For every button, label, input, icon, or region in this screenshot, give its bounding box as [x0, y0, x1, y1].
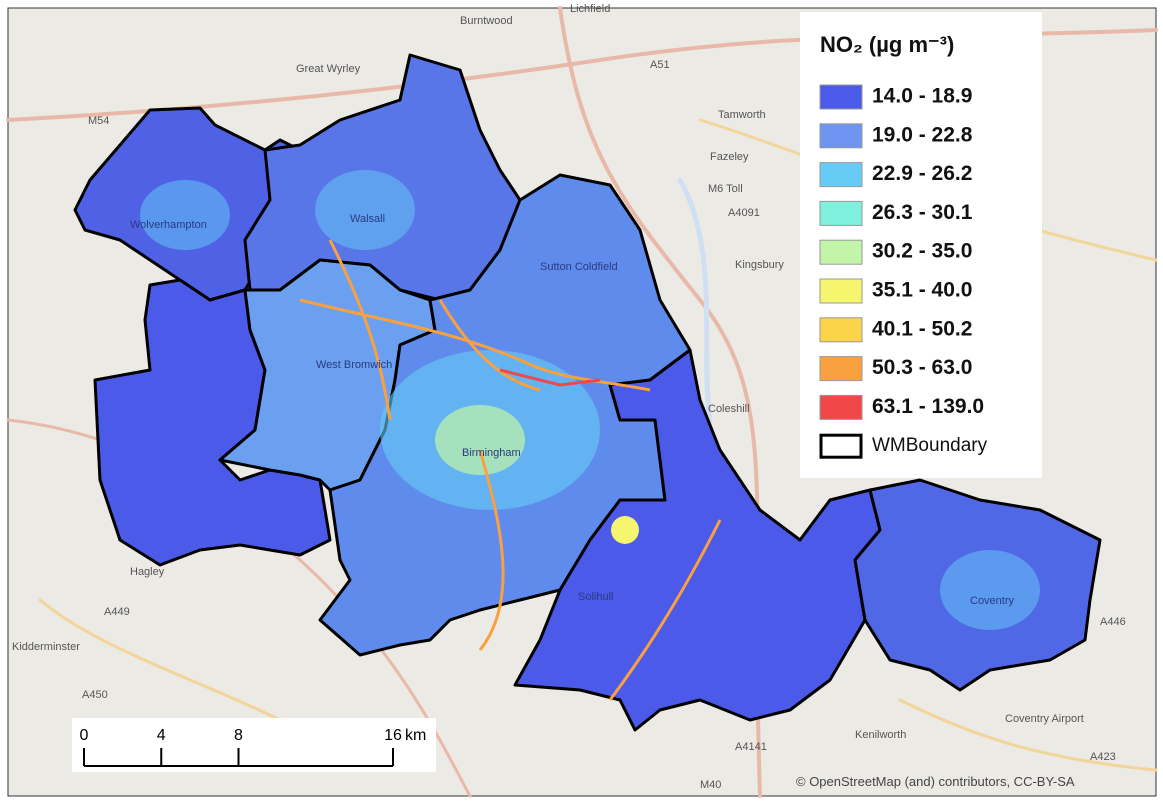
legend-label: 63.1 - 139.0	[872, 395, 984, 418]
place-labels: Burntwood Lichfield Great Wyrley Tamwort…	[12, 3, 1126, 791]
place-label: West Bromwich	[316, 359, 392, 371]
legend-label: 19.0 - 22.8	[872, 123, 973, 146]
place-label: Coleshill	[708, 403, 750, 415]
legend-label: 35.1 - 40.0	[872, 279, 972, 302]
road-label: A51	[650, 59, 670, 71]
legend-swatch	[819, 433, 863, 459]
place-label: Solihull	[578, 591, 613, 603]
legend-label: 40.1 - 50.2	[872, 317, 972, 340]
legend-swatch	[819, 84, 863, 110]
roads	[6, 6, 1158, 798]
place-label: Kenilworth	[855, 729, 906, 741]
scale-label: 4	[157, 727, 166, 744]
place-label: Hagley	[130, 566, 165, 578]
road-label: A449	[104, 606, 130, 618]
place-label: Wolverhampton	[130, 219, 207, 231]
road-label: M54	[88, 115, 109, 127]
scale-label: 0	[80, 727, 89, 744]
pollution-pattern	[140, 170, 1040, 701]
legend-label: 14.0 - 18.9	[872, 85, 972, 108]
legend-label: WMBoundary	[872, 435, 988, 456]
road-label: M40	[700, 779, 721, 791]
place-label: Burntwood	[460, 15, 513, 27]
legend-swatch	[819, 200, 863, 226]
legend-label: 22.9 - 26.2	[872, 162, 972, 185]
place-label: Walsall	[350, 213, 385, 225]
legend-swatch	[819, 356, 863, 382]
attribution: © OpenStreetMap (and) contributors, CC-B…	[796, 774, 1075, 789]
place-label: Coventry Airport	[1005, 713, 1084, 725]
legend-swatch	[819, 394, 863, 420]
scale-bar: 0 4 8 16 km	[80, 727, 426, 767]
scale-box	[72, 718, 436, 772]
legend-label: 30.2 - 35.0	[872, 240, 972, 263]
place-label: Fazeley	[710, 151, 749, 163]
legend-swatch	[819, 162, 863, 188]
road-label: A4141	[735, 741, 767, 753]
place-label: Tamworth	[718, 109, 766, 121]
road-label: A4091	[728, 207, 760, 219]
road-label: A423	[1090, 751, 1116, 763]
legend-label: 26.3 - 30.1	[872, 201, 973, 224]
road-label: A450	[82, 689, 108, 701]
legend: 14.0 - 18.9 19.0 - 22.8 22.9 - 26.2 26.3 - …	[819, 84, 988, 459]
legend-swatch	[819, 317, 863, 343]
scale-label: 16	[384, 727, 402, 744]
legend-swatch	[819, 123, 863, 149]
place-label: Birmingham	[462, 447, 521, 459]
scale-unit: km	[405, 727, 426, 744]
scale-label: 8	[234, 727, 243, 744]
place-label: Great Wyrley	[296, 63, 361, 75]
legend-swatch	[819, 239, 863, 265]
place-label: Kidderminster	[12, 641, 80, 653]
legend-title: NO₂ (µg m⁻³)	[820, 32, 954, 57]
legend-swatch	[819, 278, 863, 304]
road-label: A446	[1100, 616, 1126, 628]
place-label: Kingsbury	[735, 259, 784, 271]
place-label: Coventry	[970, 595, 1015, 607]
legend-label: 50.3 - 63.0	[872, 356, 972, 379]
place-label: Lichfield	[570, 3, 610, 15]
place-label: Sutton Coldfield	[540, 261, 618, 273]
road-label: M6 Toll	[708, 183, 743, 195]
